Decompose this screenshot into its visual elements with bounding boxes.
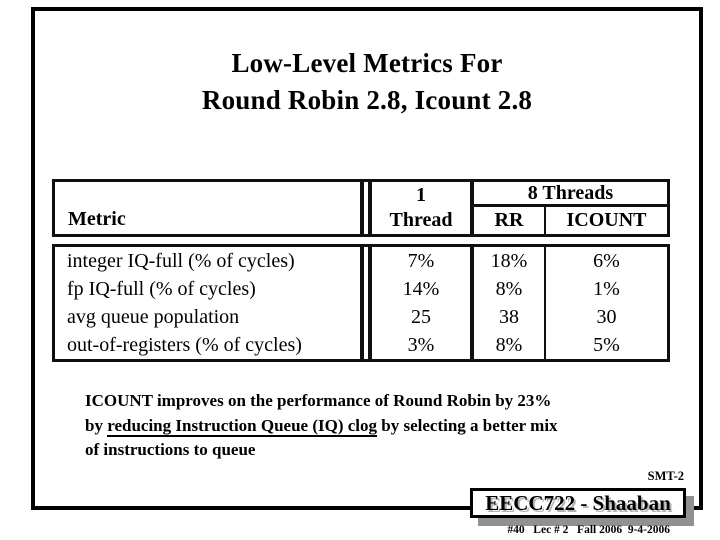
course-title-box: EECC722 - Shaaban [470,488,686,518]
column-header-eight-threads: 8 Threads [470,182,667,207]
slide-title-line1: Low-Level Metrics For [231,48,503,78]
rr-value: 18% [470,247,544,275]
annotation-paragraph: ICOUNT improves on the performance of Ro… [85,389,685,463]
column-header-icount: ICOUNT [544,207,667,234]
icount-value: 6% [544,247,667,275]
lecture-info-line: #40 Lec # 2 Fall 2006 9-4-2006 [507,524,670,536]
note-line3: of instructions to queue [85,440,256,459]
metrics-table-body: integer IQ-full (% of cycles) 7% 18% 6% … [52,244,670,362]
icount-value: 30 [544,303,667,331]
one-thread-line2: Thread [389,209,453,231]
one-thread-value: 3% [360,331,470,359]
column-header-metric: Metric [68,208,126,230]
note-line2-pre: by [85,415,108,435]
course-title-text: EECC722 - Shaaban [485,490,671,515]
section-tag: SMT-2 [647,469,684,483]
slide-title: Low-Level Metrics For Round Robin 2.8, I… [31,45,703,119]
column-header-rr: RR [470,207,544,234]
one-thread-line1: 1 [416,184,426,206]
metric-cell: fp IQ-full (% of cycles) [67,278,256,300]
note-underlined-phrase: reducing Instruction Queue (IQ) clog [107,415,378,437]
one-thread-value: 25 [360,303,470,331]
icount-value: 5% [544,331,667,359]
slide-title-line2: Round Robin 2.8, Icount 2.8 [201,85,533,115]
column-header-one-thread: 1 Thread [360,182,470,234]
metric-cell: integer IQ-full (% of cycles) [67,250,295,272]
note-line2-post: by selecting a better mix [377,415,558,435]
note-line1: ICOUNT improves on the performance of Ro… [85,391,552,410]
rr-value: 38 [470,303,544,331]
metric-cell: avg queue population [67,306,240,328]
metric-cell: out-of-registers (% of cycles) [67,334,302,356]
icount-value: 1% [544,275,667,303]
metrics-table-header: Metric 1 Thread 8 Threads RR ICOUNT [52,179,670,237]
one-thread-value: 7% [360,247,470,275]
rr-value: 8% [470,275,544,303]
rr-value: 8% [470,331,544,359]
one-thread-value: 14% [360,275,470,303]
slide-border-frame [31,7,703,510]
